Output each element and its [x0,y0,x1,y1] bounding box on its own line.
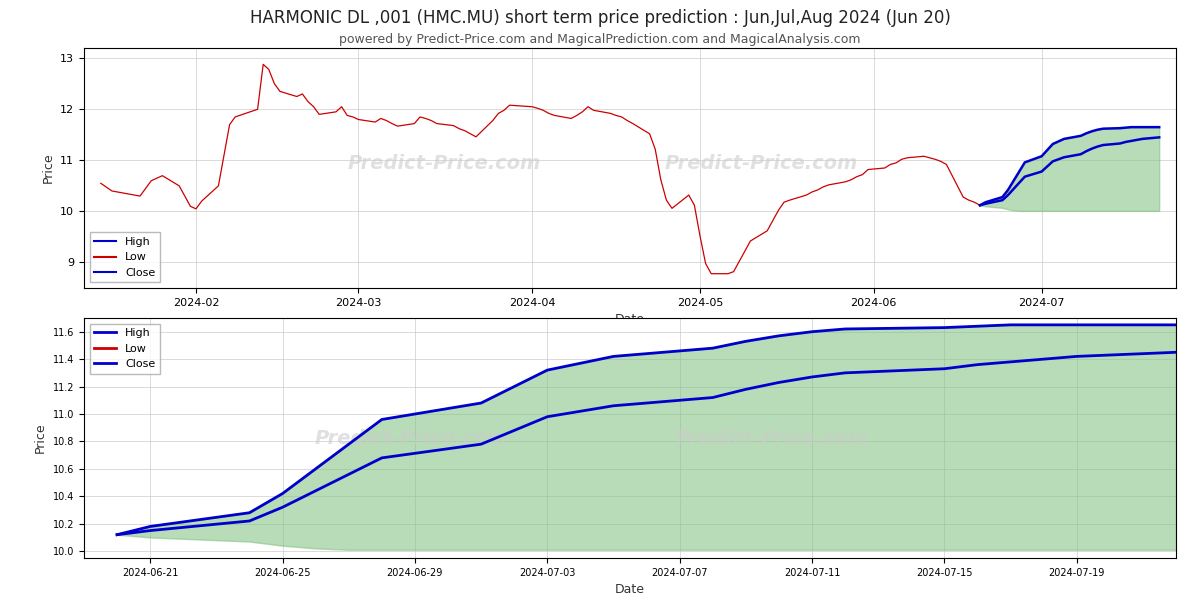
X-axis label: Date: Date [616,583,646,596]
X-axis label: Date: Date [616,313,646,326]
Y-axis label: Price: Price [42,152,54,184]
Text: Predict-Price.com: Predict-Price.com [348,154,541,173]
Legend: High, Low, Close: High, Low, Close [90,232,160,283]
Text: Predict-Price.com: Predict-Price.com [676,428,869,448]
Text: Predict-Price.com: Predict-Price.com [314,428,509,448]
Legend: High, Low, Close: High, Low, Close [90,323,160,374]
Y-axis label: Price: Price [35,422,47,454]
Text: Predict-Price.com: Predict-Price.com [665,154,858,173]
Text: HARMONIC DL ,001 (HMC.MU) short term price prediction : Jun,Jul,Aug 2024 (Jun 20: HARMONIC DL ,001 (HMC.MU) short term pri… [250,9,950,27]
Text: powered by Predict-Price.com and MagicalPrediction.com and MagicalAnalysis.com: powered by Predict-Price.com and Magical… [340,33,860,46]
